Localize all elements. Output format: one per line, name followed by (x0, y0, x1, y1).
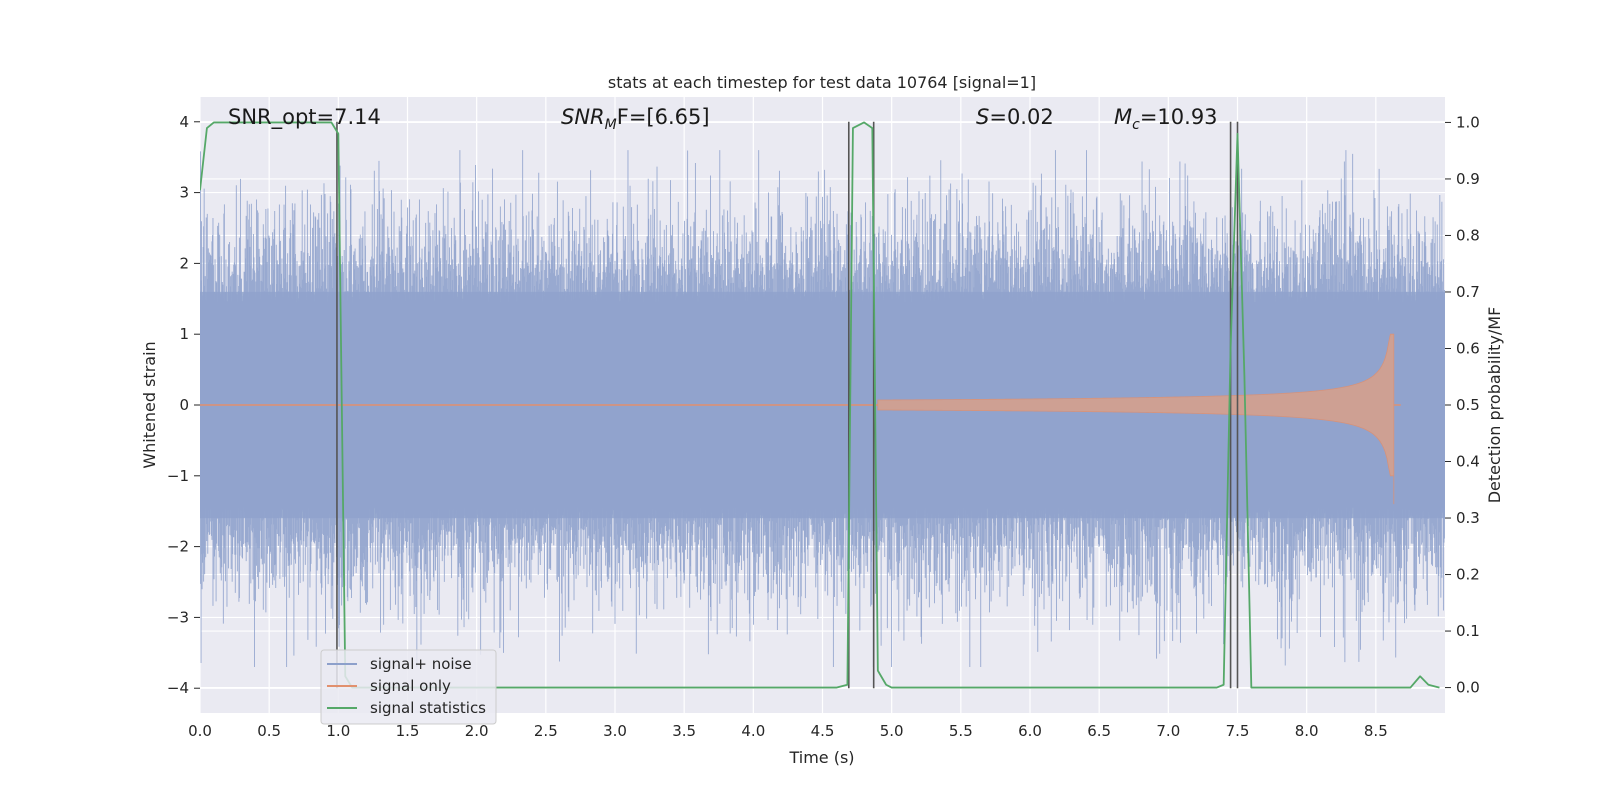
annotation-s-value: =0.02 (989, 105, 1053, 129)
legend-label-signal: signal only (370, 677, 451, 695)
y-axis-label: Whitened strain (140, 341, 159, 468)
x-tick-label: 7.5 (1226, 722, 1250, 740)
x-tick-label: 5.0 (880, 722, 904, 740)
x-tick-label: 3.5 (672, 722, 696, 740)
signal-envelope (877, 333, 1395, 505)
annotation-snr-mf: SNRMF=[6.65] (561, 105, 710, 133)
y-tick-label: 2 (179, 254, 189, 272)
x-tick-label: 5.5 (949, 722, 973, 740)
x-tick-label: 1.5 (396, 722, 420, 740)
x-tick-label: 2.0 (465, 722, 489, 740)
x-tick-label: 6.5 (1087, 722, 1111, 740)
annotation-mc: Mc=10.93 (1114, 105, 1218, 133)
annotation-snr-opt: SNR_opt=7.14 (228, 105, 381, 130)
y2-tick-label: 0.4 (1456, 453, 1480, 471)
x-tick-label: 8.0 (1295, 722, 1319, 740)
x-tick-labels: 0.0 0.5 1.0 1.5 2.0 2.5 3.0 3.5 4.0 4.5 5.0 5.5 6.0 6… (188, 722, 1388, 740)
signal-statistics-line (200, 121, 1440, 689)
x-axis-label: Time (s) (788, 748, 854, 767)
x-tick-label: 8.5 (1364, 722, 1388, 740)
annotation-mc-value: =10.93 (1140, 105, 1218, 129)
y2-tick-label: 0.6 (1456, 339, 1480, 357)
x-tick-label: 0.0 (188, 722, 212, 740)
annotation-snr-mf-main: SNR (561, 105, 605, 129)
y-tick-label: −4 (167, 679, 189, 697)
signal-statistics-series (200, 121, 1440, 689)
annotation-s: S=0.02 (976, 105, 1054, 129)
y2-tick-label: 1.0 (1456, 113, 1480, 131)
x-tick-label: 6.0 (1018, 722, 1042, 740)
y2-tick-label: 0.5 (1456, 396, 1480, 414)
legend-label-noise: signal+ noise (370, 655, 472, 673)
annotation-snr-mf-sub: M (605, 117, 617, 133)
annotation-mc-sub: c (1132, 117, 1140, 133)
y-tick-labels: 4 3 2 1 0 −1 −2 −3 −4 (167, 113, 200, 697)
x-tick-label: 4.5 (811, 722, 835, 740)
y-tick-label: 1 (179, 325, 189, 343)
legend-box (320, 649, 497, 725)
y-tick-label: 0 (179, 396, 189, 414)
x-tick-label: 7.0 (1156, 722, 1180, 740)
y2-tick-label: 0.2 (1456, 566, 1480, 584)
y2-tick-labels: 1.0 0.9 0.8 0.7 0.6 0.5 0.4 0.3 0.2 0.1 0.0 (1445, 113, 1480, 697)
x-tick-label: 4.0 (741, 722, 765, 740)
y2-tick-label: 0.3 (1456, 509, 1480, 527)
y-tick-label: 3 (179, 184, 189, 202)
y2-tick-label: 0.8 (1456, 226, 1480, 244)
y2-tick-label: 0.1 (1456, 622, 1480, 640)
annotation-mc-symbol: M (1114, 105, 1132, 129)
y-tick-label: −2 (167, 538, 189, 556)
x-tick-label: 1.0 (326, 722, 350, 740)
y2-axis-label: Detection probability/MF (1485, 307, 1504, 504)
annotation-s-symbol: S (976, 105, 989, 129)
y-tick-label: −1 (167, 467, 189, 485)
y2-tick-label: 0.0 (1456, 679, 1480, 697)
x-tick-label: 2.5 (534, 722, 558, 740)
legend-label-stats: signal statistics (370, 699, 486, 717)
y2-tick-label: 0.9 (1456, 170, 1480, 188)
annotation-snr-mf-tail: F=[6.65] (617, 105, 710, 129)
x-tick-label: 0.5 (257, 722, 281, 740)
y2-tick-label: 0.7 (1456, 283, 1480, 301)
signal-only-series (200, 333, 1401, 505)
y-tick-label: −3 (167, 608, 189, 626)
y-tick-label: 4 (179, 113, 189, 131)
legend: signal+ noise signal only signal statist… (320, 649, 497, 725)
x-tick-label: 3.0 (603, 722, 627, 740)
chart-title: stats at each timestep for test data 107… (608, 73, 1036, 92)
